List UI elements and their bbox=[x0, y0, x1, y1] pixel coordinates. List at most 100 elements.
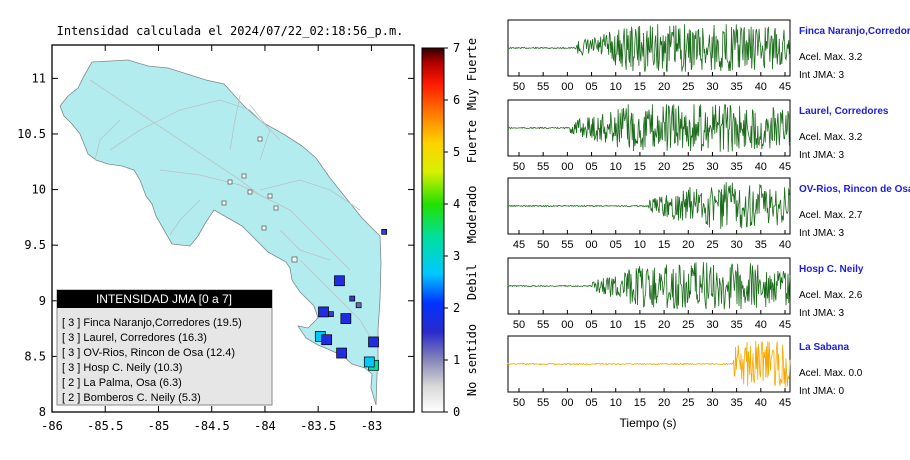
intensity-marker bbox=[381, 228, 388, 235]
time-tick-label: 10 bbox=[610, 319, 622, 331]
station-dot bbox=[273, 205, 279, 211]
time-tick-label: 40 bbox=[755, 161, 767, 173]
station-name: Laurel, Corredores bbox=[799, 106, 889, 117]
legend-box bbox=[56, 289, 273, 406]
colorbar-tick-label: 2 bbox=[453, 301, 460, 315]
station-dot bbox=[241, 173, 247, 179]
time-tick-label: 25 bbox=[682, 319, 694, 331]
legend-header bbox=[57, 290, 272, 308]
max-acceleration: Acel. Max. 2.6 bbox=[799, 290, 863, 301]
intensity-marker bbox=[321, 334, 333, 346]
legend-item: [ 3 ] Laurel, Corredores (16.3) bbox=[62, 332, 207, 344]
time-tick-label: 40 bbox=[755, 319, 767, 331]
colorbar-category-label: No sentido bbox=[465, 324, 479, 396]
time-tick-label: 05 bbox=[585, 161, 597, 173]
time-tick-label: 05 bbox=[585, 319, 597, 331]
max-acceleration: Acel. Max. 2.7 bbox=[799, 210, 863, 221]
time-tick-label: 15 bbox=[658, 239, 670, 251]
seismogram-xlabel: Tiempo (s) bbox=[620, 416, 677, 430]
time-tick-label: 25 bbox=[682, 397, 694, 409]
time-tick-label: 10 bbox=[610, 161, 622, 173]
grey-stations bbox=[221, 136, 298, 263]
x-tick-label: -84.5 bbox=[194, 419, 230, 433]
seismogram-panel: 50 55 00 05 10 15 20 25 30 35 40 45 Laurel, Corredor… bbox=[507, 99, 889, 173]
time-tick-label: 15 bbox=[634, 319, 646, 331]
legend-item: [ 3 ] Finca Naranjo,Corredores (19.5) bbox=[62, 317, 242, 329]
time-tick-label: 30 bbox=[706, 81, 718, 93]
seismogram-panels: 50 55 00 05 10 15 20 25 30 35 40 45 Finca Naranjo,Co… bbox=[507, 19, 910, 409]
map-panel: -86 -85.5 -85 -84.5 -84 -83.5 -83 11 10.5 10 9.5 9… bbox=[17, 44, 415, 433]
map-legend: INTENSIDAD JMA [0 a 7] [ 3 ] Finca Naran… bbox=[56, 289, 273, 406]
seismogram-panel: 45 50 55 00 05 10 15 20 25 30 35 40 OV-Rios, Rincon … bbox=[507, 177, 910, 251]
time-tick-label: 50 bbox=[513, 81, 525, 93]
x-tick-label: -83 bbox=[361, 419, 383, 433]
intensity-marker bbox=[328, 311, 334, 317]
intensity-marker bbox=[363, 356, 375, 368]
time-tick-label: 50 bbox=[537, 239, 549, 251]
jma-intensity: Int JMA: 3 bbox=[799, 150, 844, 161]
colorbar-tick-label: 7 bbox=[453, 41, 460, 55]
station-markers bbox=[314, 228, 388, 371]
time-tick-label: 20 bbox=[658, 161, 670, 173]
time-tick-label: 55 bbox=[537, 161, 549, 173]
legend-item: [ 2 ] La Palma, Osa (6.3) bbox=[62, 377, 182, 389]
time-tick-label: 15 bbox=[634, 81, 646, 93]
time-tick-label: 10 bbox=[610, 81, 622, 93]
colorbar-scale bbox=[421, 47, 445, 413]
time-tick-label: 15 bbox=[634, 397, 646, 409]
jma-intensity: Int JMA: 3 bbox=[799, 228, 844, 239]
y-tick-label: 8 bbox=[39, 405, 46, 419]
time-tick-label: 50 bbox=[513, 319, 525, 331]
intensity-marker bbox=[336, 347, 347, 359]
time-tick-label: 05 bbox=[610, 239, 622, 251]
colorbar-labels: No sentido Debil Moderado Fuerte Muy Fuerte bbox=[465, 38, 479, 396]
seismogram-panel: 50 55 00 05 10 15 20 25 30 35 40 45 Finca Naranjo,Co… bbox=[507, 19, 910, 93]
time-tick-label: 55 bbox=[561, 239, 573, 251]
time-tick-label: 45 bbox=[513, 239, 525, 251]
time-tick-label: 20 bbox=[658, 319, 670, 331]
time-tick-label: 00 bbox=[561, 161, 573, 173]
costa-rica-land bbox=[59, 59, 382, 406]
max-acceleration: Acel. Max. 3.2 bbox=[799, 52, 863, 63]
intensity-marker bbox=[355, 302, 362, 309]
time-tick-label: 20 bbox=[658, 397, 670, 409]
time-tick-label: 10 bbox=[634, 239, 646, 251]
waveform-trace bbox=[507, 340, 791, 388]
time-tick-label: 25 bbox=[682, 81, 694, 93]
station-dot bbox=[291, 256, 298, 263]
x-tick-label: -85.5 bbox=[87, 419, 123, 433]
colorbar-ticks: 0 1 2 3 4 5 6 7 bbox=[444, 41, 460, 419]
time-tick-label: 00 bbox=[561, 81, 573, 93]
jma-intensity: Int JMA: 3 bbox=[799, 70, 844, 81]
time-tick-label: 30 bbox=[706, 319, 718, 331]
legend-item: [ 3 ] Hosp C. Neily (10.3) bbox=[62, 362, 182, 374]
waveform-trace bbox=[507, 182, 791, 230]
station-name: Hosp C. Neily bbox=[799, 264, 864, 275]
intensity-marker bbox=[349, 295, 356, 302]
time-tick-label: 45 bbox=[779, 161, 791, 173]
time-tick-label: 45 bbox=[779, 319, 791, 331]
map-x-ticks: -86 -85.5 -85 -84.5 -84 -83.5 -83 bbox=[41, 45, 382, 433]
time-tick-label: 15 bbox=[634, 161, 646, 173]
time-tick-label: 30 bbox=[731, 239, 743, 251]
station-name: Finca Naranjo,Corredores bbox=[799, 26, 910, 37]
y-tick-label: 8.5 bbox=[24, 349, 46, 363]
station-dot bbox=[227, 179, 233, 185]
time-tick-label: 55 bbox=[537, 319, 549, 331]
time-tick-label: 20 bbox=[658, 81, 670, 93]
waveform-trace bbox=[507, 103, 791, 153]
colorbar-tick-label: 3 bbox=[453, 249, 460, 263]
station-dot bbox=[247, 189, 253, 195]
x-tick-label: -83.5 bbox=[300, 419, 336, 433]
time-tick-label: 00 bbox=[561, 319, 573, 331]
seismogram-panel: 50 55 00 05 10 15 20 25 30 35 40 45 Hosp C. Neily Ace… bbox=[507, 257, 864, 331]
colorbar-tick-label: 6 bbox=[453, 93, 460, 107]
station-dot bbox=[221, 200, 227, 206]
time-tick-label: 10 bbox=[610, 397, 622, 409]
road-network bbox=[89, 79, 373, 341]
station-dot bbox=[257, 136, 263, 142]
x-tick-label: -85 bbox=[148, 419, 170, 433]
max-acceleration: Acel. Max. 0.0 bbox=[799, 368, 863, 379]
time-tick-label: 05 bbox=[585, 397, 597, 409]
map-y-ticks: 11 10.5 10 9.5 9 8.5 8 bbox=[17, 71, 414, 419]
